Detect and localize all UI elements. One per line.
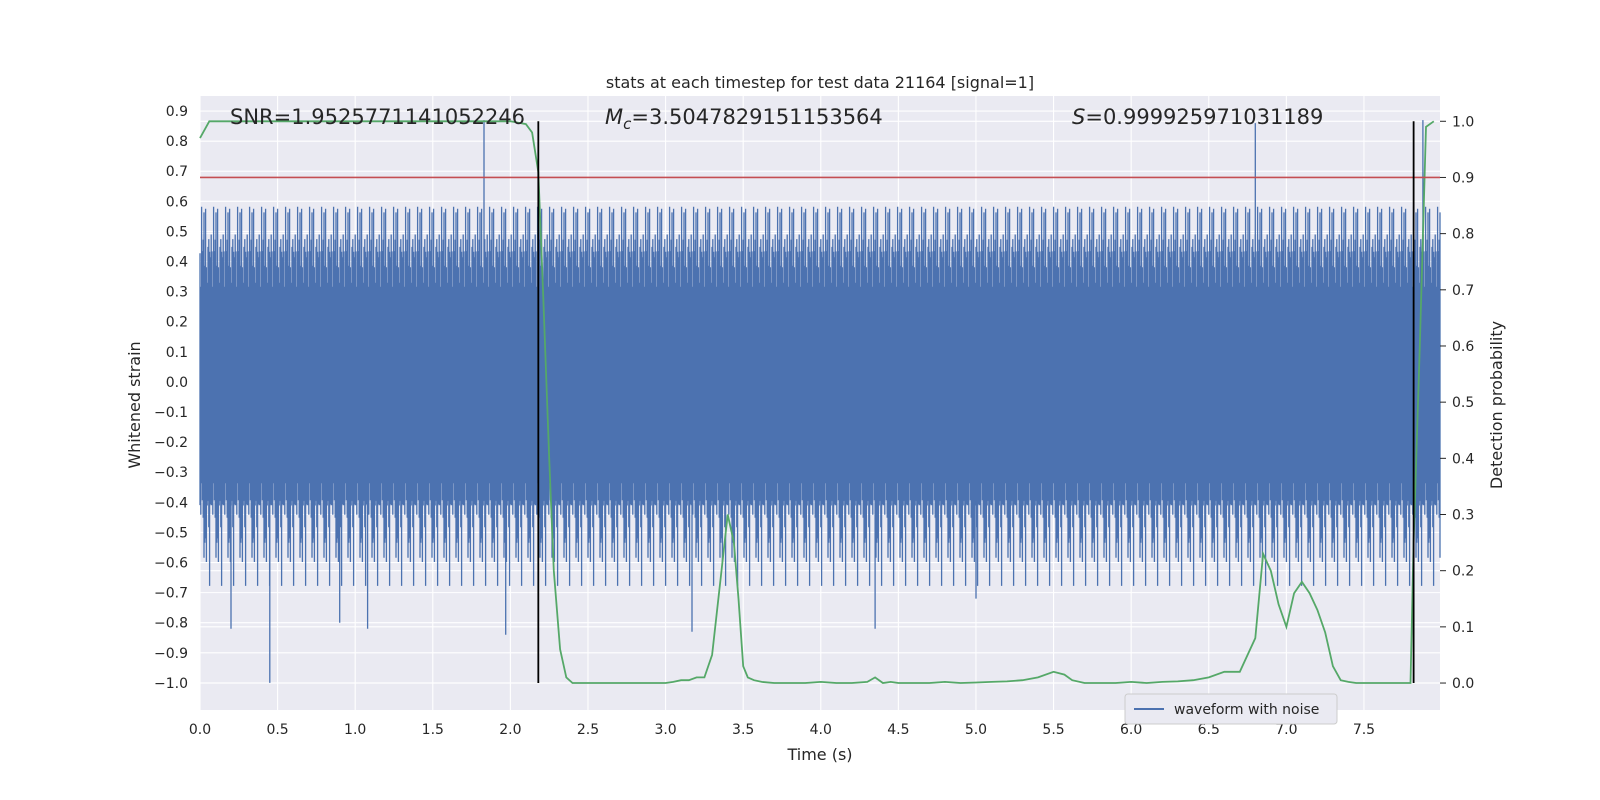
- y-ticks: 0.9 0.8 0.7 0.6 0.5 0.4 0.3 0.2 0.1 0.0 −0.1 −0.2 −0…: [154, 104, 188, 692]
- y-tick-label: −1.0: [154, 676, 188, 692]
- x-tick-label: 1.5: [422, 722, 444, 738]
- x-tick-label: 5.0: [965, 722, 987, 738]
- x-ticks: 0.0 0.5 1.0 1.5 2.0 2.5 3.0 3.5 4.0 4.5 5.0 5.5 6.0 6…: [189, 722, 1375, 738]
- y-tick-label: 0.9: [166, 104, 188, 120]
- chart-title: stats at each timestep for test data 211…: [606, 73, 1034, 92]
- x-tick-label: 5.5: [1042, 722, 1064, 738]
- mc-value: =3.5047829151153564: [631, 105, 882, 129]
- y2-tick-label: 0.5: [1452, 395, 1474, 411]
- y-tick-label: −0.3: [154, 465, 188, 481]
- x-tick-label: 6.5: [1198, 722, 1220, 738]
- y2-tick-label: 0.9: [1452, 170, 1474, 186]
- x-tick-label: 0.5: [266, 722, 288, 738]
- x-tick-label: 3.5: [732, 722, 754, 738]
- y-tick-label: −0.8: [154, 616, 188, 632]
- y2-tick-label: 0.1: [1452, 620, 1474, 636]
- waveform-line: [199, 120, 1441, 683]
- mc-symbol: M: [605, 105, 623, 129]
- y-tick-label: −0.4: [154, 495, 188, 511]
- y-tick-label: 0.2: [166, 315, 188, 331]
- s-annotation: S=0.999925971031189: [1072, 105, 1323, 129]
- y-tick-label: −0.6: [154, 556, 188, 572]
- s-value: =0.999925971031189: [1085, 105, 1323, 129]
- legend: waveform with noise: [1124, 693, 1338, 725]
- x-axis-label: Time (s): [786, 745, 852, 764]
- x-tick-label: 2.0: [499, 722, 521, 738]
- x-tick-label: 4.5: [887, 722, 909, 738]
- x-tick-label: 1.0: [344, 722, 366, 738]
- x-tick-label: 7.5: [1353, 722, 1375, 738]
- y2-tick-label: 0.8: [1452, 227, 1474, 243]
- y-tick-label: 0.8: [166, 134, 188, 150]
- y-tick-label: 0.1: [166, 345, 188, 361]
- x-tick-label: 6.0: [1120, 722, 1142, 738]
- y-tick-label: −0.2: [154, 435, 188, 451]
- y-tick-label: −0.5: [154, 525, 188, 541]
- y2-ticks: 1.0 0.9 0.8 0.7 0.6 0.5 0.4 0.3 0.2 0.1 0.0: [1440, 114, 1474, 692]
- y2-tick-label: 1.0: [1452, 114, 1474, 130]
- y-axis-label: Whitened strain: [125, 341, 144, 468]
- y-tick-label: 0.4: [166, 255, 188, 271]
- mc-subscript: c: [623, 115, 632, 133]
- legend-label: waveform with noise: [1174, 702, 1319, 718]
- y2-tick-label: 0.6: [1452, 339, 1474, 355]
- s-symbol: S: [1072, 105, 1085, 129]
- y2-tick-label: 0.3: [1452, 508, 1474, 524]
- y2-tick-label: 0.0: [1452, 676, 1474, 692]
- y-tick-label: −0.1: [154, 405, 188, 421]
- x-tick-label: 7.0: [1275, 722, 1297, 738]
- y-tick-label: −0.9: [154, 646, 188, 662]
- x-tick-label: 3.0: [654, 722, 676, 738]
- y-tick-label: −0.7: [154, 586, 188, 602]
- y-tick-label: 0.6: [166, 194, 188, 210]
- x-tick-label: 0.0: [189, 722, 211, 738]
- legend-box: [1124, 693, 1338, 725]
- chirp-mass-annotation: Mc=3.5047829151153564: [605, 105, 883, 133]
- y2-tick-label: 0.4: [1452, 451, 1474, 467]
- y2-axis-label: Detection probability: [1487, 321, 1506, 489]
- y2-tick-label: 0.2: [1452, 564, 1474, 580]
- vertical-markers: [537, 121, 1415, 684]
- waveform-series: [199, 120, 1441, 683]
- x-tick-label: 2.5: [577, 722, 599, 738]
- y2-tick-label: 0.7: [1452, 283, 1474, 299]
- y-tick-label: 0.5: [166, 224, 188, 240]
- snr-annotation: SNR=1.9525771141052246: [230, 105, 525, 129]
- y-tick-label: 0.3: [166, 285, 188, 301]
- x-tick-label: 4.0: [810, 722, 832, 738]
- y-tick-label: 0.7: [166, 164, 188, 180]
- probability-line: [199, 120, 1435, 684]
- y-tick-label: 0.0: [166, 375, 188, 391]
